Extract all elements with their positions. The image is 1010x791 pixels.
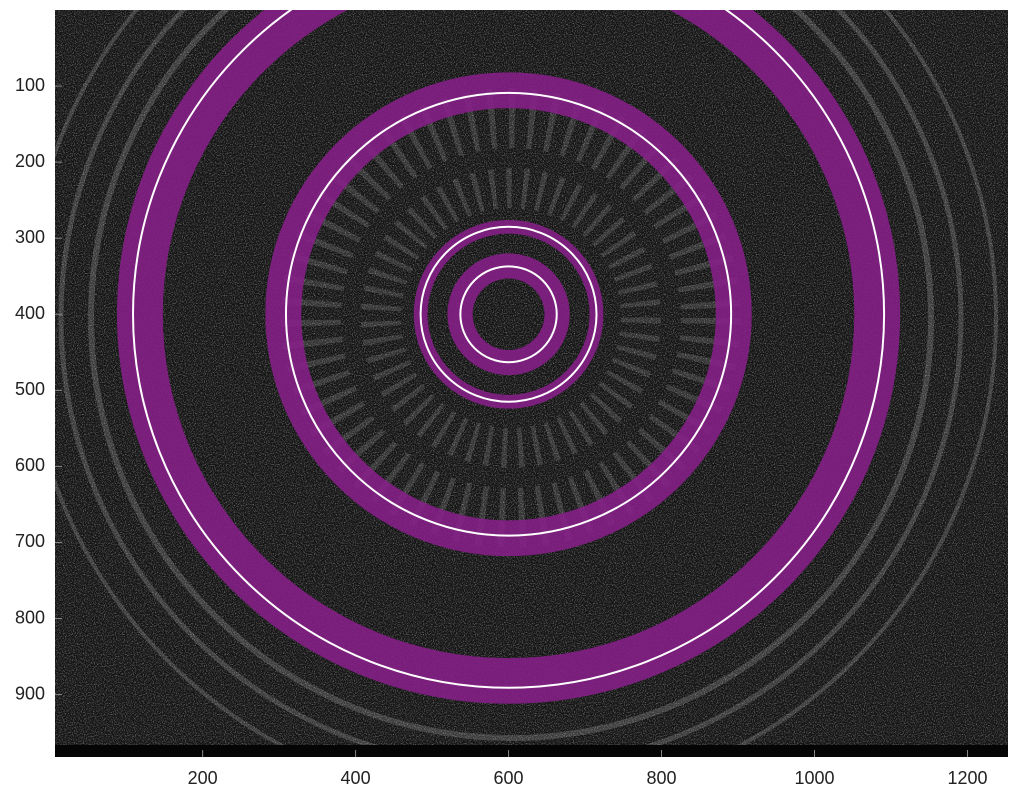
x-tick-label: 400: [341, 768, 371, 788]
chart: 200 400 600 800 1000 1200 100 200 300 400 500 600 70…: [0, 0, 1010, 791]
x-tick-label: 200: [188, 768, 218, 788]
page: 200 400 600 800 1000 1200 100 200 300 400 500 600 70…: [0, 0, 1010, 791]
x-tick-label: 1200: [947, 768, 987, 788]
y-tick-label: 900: [15, 683, 45, 703]
image: [26, 0, 1008, 791]
y-tick-label: 200: [15, 151, 45, 171]
y-tick-label: 500: [15, 379, 45, 399]
y-tick-label: 100: [15, 75, 45, 95]
y-tick-label: 400: [15, 303, 45, 323]
x-tick-label: 800: [647, 768, 677, 788]
x-tick-label: 600: [494, 768, 524, 788]
x-tick-label: 1000: [794, 768, 834, 788]
image-bottom-strip: [55, 745, 1008, 757]
y-tick-label: 800: [15, 607, 45, 627]
y-tick-label: 700: [15, 531, 45, 551]
y-tick-label: 600: [15, 455, 45, 475]
y-tick-label: 300: [15, 227, 45, 247]
